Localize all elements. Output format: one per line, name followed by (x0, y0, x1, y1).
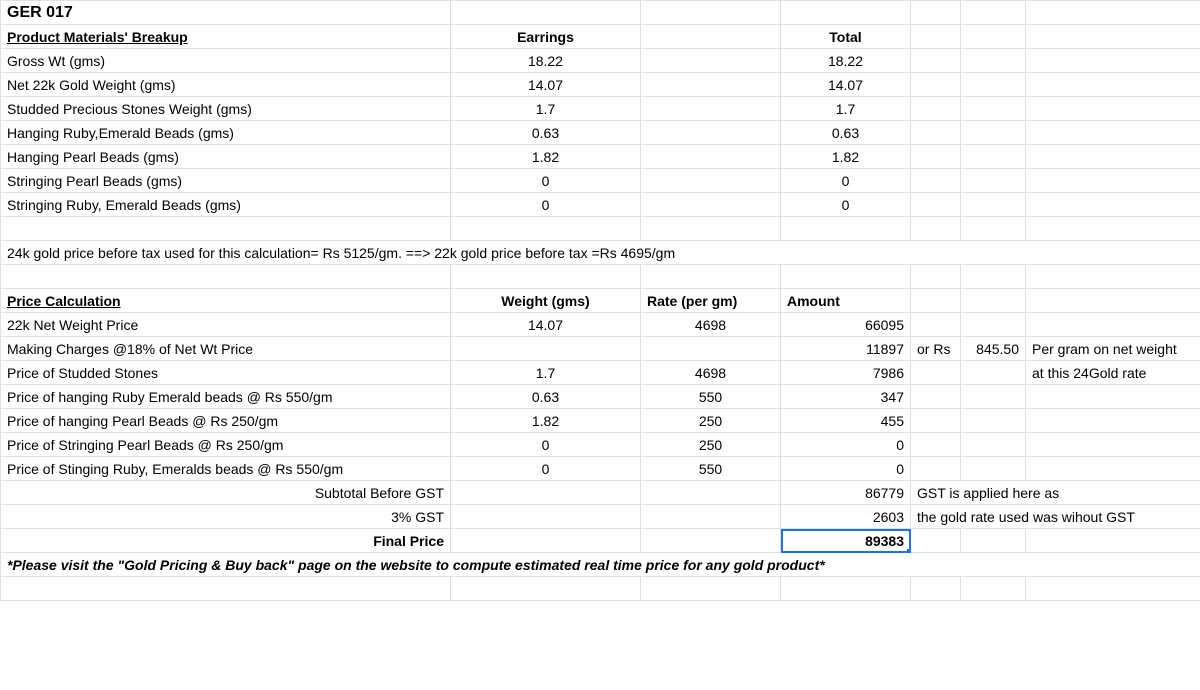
price-rate: 250 (641, 409, 781, 433)
price-amount: 7986 (781, 361, 911, 385)
mat-earrings: 1.7 (451, 97, 641, 121)
col-earrings: Earrings (451, 25, 641, 49)
gst-label: 3% GST (1, 505, 451, 529)
side-note: GST is applied here as (911, 481, 1200, 505)
price-rate (641, 337, 781, 361)
price-label: 22k Net Weight Price (1, 313, 451, 337)
side-note: Per gram on net weight (1026, 337, 1200, 361)
side-note (961, 313, 1026, 337)
price-label: Price of Stringing Pearl Beads @ Rs 250/… (1, 433, 451, 457)
subtotal-label: Subtotal Before GST (1, 481, 451, 505)
mat-label: Gross Wt (gms) (1, 49, 451, 73)
price-weight: 0.63 (451, 385, 641, 409)
price-amount: 11897 (781, 337, 911, 361)
col-weight: Weight (gms) (451, 289, 641, 313)
price-label: Making Charges @18% of Net Wt Price (1, 337, 451, 361)
mat-earrings: 18.22 (451, 49, 641, 73)
footnote: *Please visit the "Gold Pricing & Buy ba… (1, 553, 1200, 577)
mat-label: Studded Precious Stones Weight (gms) (1, 97, 451, 121)
price-label: Price of Studded Stones (1, 361, 451, 385)
side-note: the gold rate used was wihout GST (911, 505, 1200, 529)
price-rate: 550 (641, 457, 781, 481)
side-note (911, 313, 961, 337)
price-weight: 14.07 (451, 313, 641, 337)
price-rate: 4698 (641, 313, 781, 337)
price-amount: 0 (781, 433, 911, 457)
col-total: Total (781, 25, 911, 49)
mat-total: 14.07 (781, 73, 911, 97)
price-amount: 455 (781, 409, 911, 433)
price-label: Price of hanging Ruby Emerald beads @ Rs… (1, 385, 451, 409)
price-amount: 0 (781, 457, 911, 481)
price-label: Price of Stinging Ruby, Emeralds beads @… (1, 457, 451, 481)
price-weight: 1.7 (451, 361, 641, 385)
mat-earrings: 1.82 (451, 145, 641, 169)
subtotal-amount: 86779 (781, 481, 911, 505)
pricing-header: Price Calculation (1, 289, 451, 313)
mat-label: Stringing Pearl Beads (gms) (1, 169, 451, 193)
grid-table: GER 017 Product Materials' Breakup Earri… (0, 0, 1200, 601)
side-note (1026, 313, 1200, 337)
side-note: 845.50 (961, 337, 1026, 361)
spreadsheet: GER 017 Product Materials' Breakup Earri… (0, 0, 1200, 690)
mat-earrings: 0 (451, 169, 641, 193)
mat-label: Hanging Pearl Beads (gms) (1, 145, 451, 169)
materials-header: Product Materials' Breakup (1, 25, 451, 49)
product-code: GER 017 (1, 1, 451, 25)
price-weight (451, 337, 641, 361)
price-weight: 1.82 (451, 409, 641, 433)
side-note: or Rs (911, 337, 961, 361)
mat-total: 1.82 (781, 145, 911, 169)
mat-total: 0 (781, 193, 911, 217)
price-amount: 66095 (781, 313, 911, 337)
price-rate: 250 (641, 433, 781, 457)
price-label: Price of hanging Pearl Beads @ Rs 250/gm (1, 409, 451, 433)
price-amount: 347 (781, 385, 911, 409)
mat-total: 1.7 (781, 97, 911, 121)
side-note (911, 361, 961, 385)
side-note: at this 24Gold rate (1026, 361, 1200, 385)
price-rate: 4698 (641, 361, 781, 385)
final-label: Final Price (1, 529, 451, 553)
mat-total: 0.63 (781, 121, 911, 145)
final-amount-cell[interactable]: 89383 (781, 529, 911, 553)
mat-label: Net 22k Gold Weight (gms) (1, 73, 451, 97)
mat-earrings: 0.63 (451, 121, 641, 145)
col-amount: Amount (781, 289, 911, 313)
mat-earrings: 14.07 (451, 73, 641, 97)
mat-total: 0 (781, 169, 911, 193)
mat-label: Stringing Ruby, Emerald Beads (gms) (1, 193, 451, 217)
price-rate: 550 (641, 385, 781, 409)
mat-total: 18.22 (781, 49, 911, 73)
mat-label: Hanging Ruby,Emerald Beads (gms) (1, 121, 451, 145)
gold-price-note: 24k gold price before tax used for this … (1, 241, 1200, 265)
gst-amount: 2603 (781, 505, 911, 529)
col-rate: Rate (per gm) (641, 289, 781, 313)
price-weight: 0 (451, 433, 641, 457)
mat-earrings: 0 (451, 193, 641, 217)
side-note (961, 361, 1026, 385)
price-weight: 0 (451, 457, 641, 481)
